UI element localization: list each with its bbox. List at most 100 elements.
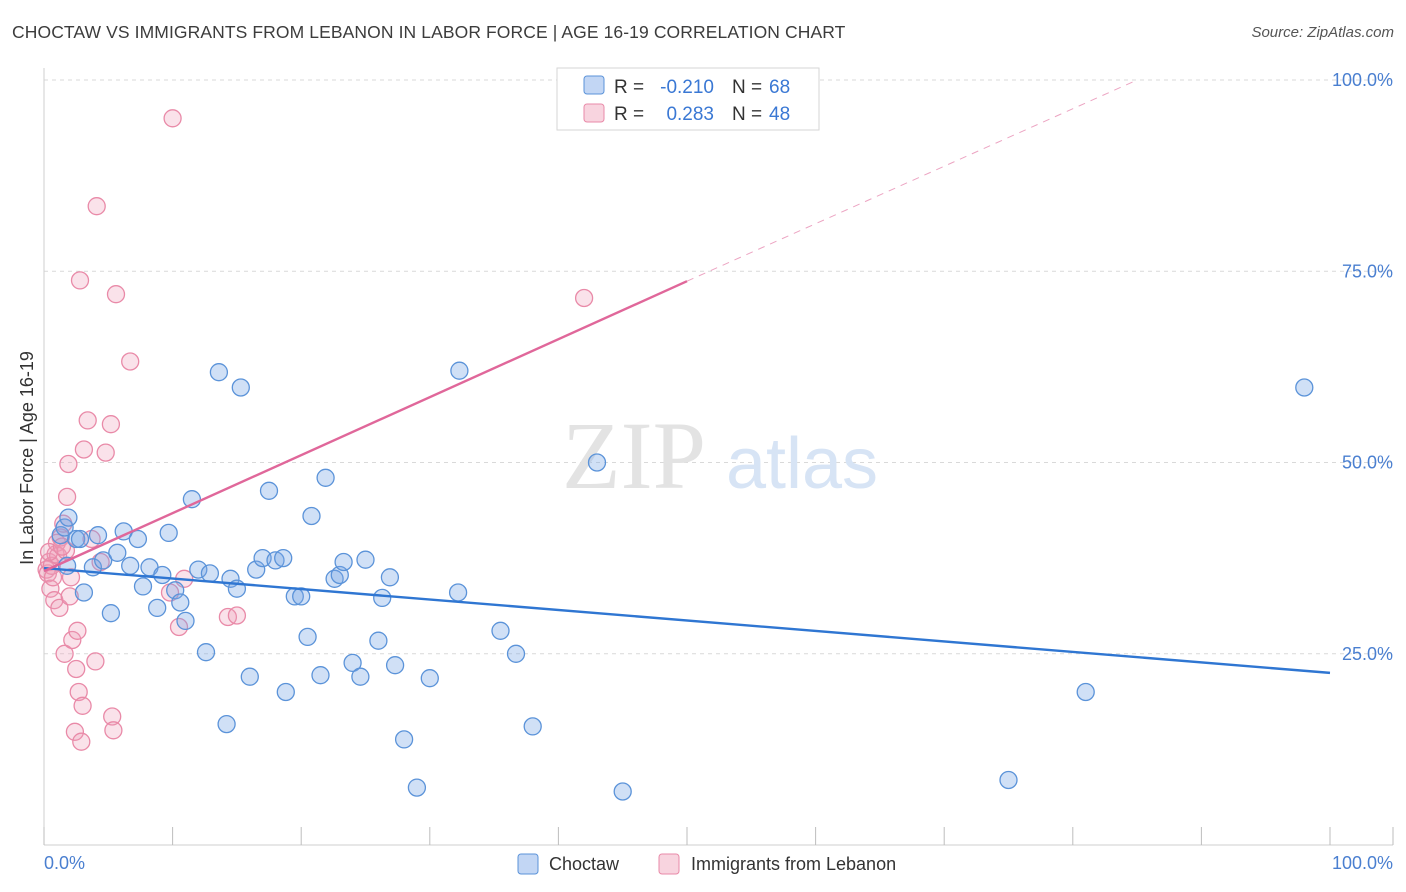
choctaw-point — [385, 656, 405, 675]
legend-n-value-lebanon: 48 — [769, 104, 790, 125]
choctaw-point — [217, 714, 236, 734]
x-tick-label-min: 0.0% — [44, 853, 85, 873]
lebanon-point — [78, 411, 97, 430]
lebanon-point — [163, 109, 182, 128]
legend-bottom-label-lebanon: Immigrants from Lebanon — [691, 854, 896, 874]
choctaw-point — [108, 543, 127, 562]
choctaw-point — [373, 588, 392, 608]
y-tick-label: 25.0% — [1342, 644, 1393, 664]
legend-bottom-label-choctaw: Choctaw — [549, 854, 620, 874]
lebanon-point — [106, 285, 126, 304]
lebanon-point — [43, 568, 63, 587]
choctaw-point — [523, 717, 542, 736]
choctaw-point — [587, 453, 607, 472]
lebanon-point — [55, 644, 74, 663]
choctaw-point — [1076, 682, 1095, 702]
choctaw-point — [70, 529, 90, 549]
choctaw-point — [311, 666, 330, 685]
choctaw-point — [128, 529, 148, 549]
chart-title: CHOCTAW VS IMMIGRANTS FROM LEBANON IN LA… — [12, 22, 846, 42]
choctaw-point — [506, 644, 526, 663]
choctaw-point — [196, 643, 216, 662]
lebanon-point — [101, 415, 121, 434]
legend-stats: R = -0.210 N = 68 R = 0.283 N = 48 — [556, 67, 820, 131]
choctaw-point — [448, 583, 468, 602]
choctaw-point — [55, 518, 74, 537]
legend-r-value-choctaw: -0.210 — [660, 77, 714, 98]
choctaw-point — [491, 621, 510, 640]
y-axis-title: In Labor Force | Age 16-19 — [17, 351, 37, 565]
choctaw-point — [420, 669, 439, 688]
legend-bottom-swatch-lebanon — [658, 853, 680, 875]
lebanon-point — [60, 587, 79, 606]
legend-swatch-lebanon — [583, 103, 605, 123]
choctaw-point — [276, 682, 295, 702]
trend-line-lebanon-extrapolated — [686, 79, 1138, 282]
lebanon-point — [69, 682, 88, 702]
choctaw-point — [153, 565, 172, 585]
axes — [43, 68, 1394, 846]
series-lebanon-points — [37, 109, 594, 751]
lebanon-point — [68, 621, 87, 640]
choctaw-point — [159, 523, 178, 543]
lebanon-point — [574, 288, 594, 308]
chart-source: Source: ZipAtlas.com — [1251, 24, 1394, 41]
lebanon-point — [86, 652, 105, 671]
lebanon-point — [61, 568, 81, 587]
y-tick-label: 100.0% — [1332, 70, 1393, 90]
lebanon-point — [74, 440, 94, 459]
choctaw-point — [343, 653, 362, 673]
legend-n-value-choctaw: 68 — [769, 77, 790, 98]
legend-swatch-choctaw — [583, 75, 605, 95]
series-choctaw-points — [51, 361, 1314, 801]
choctaw-point — [74, 583, 94, 602]
lebanon-point — [96, 443, 115, 462]
lebanon-point — [103, 707, 122, 726]
lebanon-point — [227, 606, 247, 625]
choctaw-point — [200, 564, 220, 583]
choctaw-point — [189, 560, 208, 579]
lebanon-point — [65, 722, 85, 741]
gridlines — [44, 79, 1393, 655]
lebanon-point — [59, 454, 78, 474]
lebanon-point — [50, 598, 69, 618]
choctaw-point — [999, 770, 1018, 790]
lebanon-point — [57, 487, 77, 507]
lebanon-point — [121, 352, 140, 371]
legend-n-label-lebanon: N = — [732, 104, 762, 125]
legend-r-label-choctaw: R = — [614, 77, 644, 98]
axis-labels: 100.0% 75.0% 50.0% 25.0% 0.0% 100.0% In Labor … — [17, 70, 1393, 873]
lebanon-point — [104, 721, 123, 740]
choctaw-point — [259, 481, 279, 500]
legend-r-value-lebanon: 0.283 — [666, 104, 714, 125]
choctaw-point — [450, 361, 469, 380]
trend-line-choctaw — [43, 566, 1331, 675]
watermark-zip: ZIP — [562, 402, 706, 509]
legend-series: Choctaw Immigrants from Lebanon — [517, 853, 896, 875]
choctaw-point — [1295, 378, 1314, 397]
choctaw-point — [209, 363, 229, 382]
choctaw-point — [316, 468, 335, 487]
choctaw-point — [380, 568, 400, 587]
legend-bottom-swatch-choctaw — [517, 853, 539, 875]
choctaw-point — [369, 631, 388, 650]
choctaw-point — [176, 611, 195, 631]
choctaw-point — [298, 627, 317, 647]
lebanon-point — [63, 630, 82, 650]
choctaw-point — [351, 667, 370, 686]
choctaw-point — [133, 577, 153, 596]
choctaw-point — [88, 526, 108, 545]
legend-r-label-lebanon: R = — [614, 104, 644, 125]
choctaw-point — [394, 730, 414, 749]
choctaw-point — [274, 548, 293, 568]
legend-n-label-choctaw: N = — [732, 77, 762, 98]
trend-lines — [43, 79, 1331, 675]
choctaw-point — [334, 552, 353, 572]
y-tick-label: 50.0% — [1342, 453, 1393, 473]
choctaw-point — [613, 782, 632, 801]
choctaw-point — [59, 508, 78, 527]
watermark-atlas: atlas — [726, 424, 878, 504]
choctaw-point — [231, 378, 250, 397]
choctaw-point — [247, 560, 266, 579]
choctaw-point — [407, 778, 427, 797]
